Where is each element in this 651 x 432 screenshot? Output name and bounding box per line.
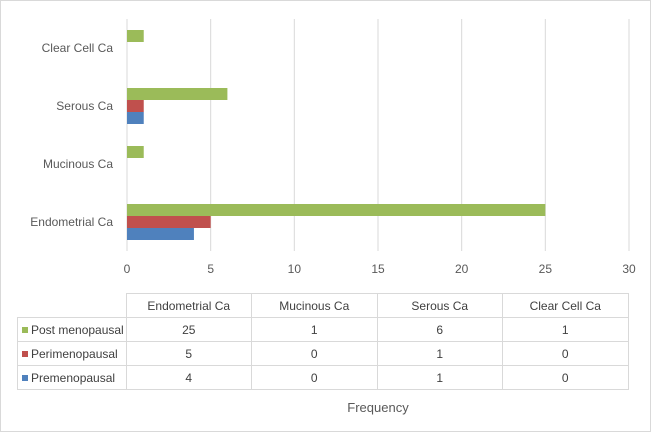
table-row: Post menopausal 25 1 6 1 xyxy=(17,317,629,342)
bar xyxy=(127,112,144,124)
table-corner xyxy=(17,293,127,318)
table-cell: 0 xyxy=(251,341,378,366)
y-category-label: Mucinous Ca xyxy=(43,157,113,171)
table-cell: 5 xyxy=(125,341,252,366)
table-cell: 6 xyxy=(376,317,503,342)
legend-key xyxy=(22,326,28,333)
x-tick-label: 10 xyxy=(288,262,302,276)
y-category-label: Serous Ca xyxy=(56,99,113,113)
x-tick-label: 5 xyxy=(207,262,214,276)
table-column-header: Clear Cell Ca xyxy=(502,293,629,318)
bar xyxy=(127,204,546,216)
legend-entry: Perimenopausal xyxy=(17,341,127,366)
table-row: Premenopausal 4 0 1 0 xyxy=(17,365,629,390)
y-category-label: Clear Cell Ca xyxy=(42,41,114,55)
chart-plot: 0 5 10 15 20 25 30 Endometrial Ca Mucinous Ca Ser… xyxy=(30,19,636,276)
legend-key xyxy=(22,374,28,381)
x-tick-label: 30 xyxy=(622,262,636,276)
table-column-header: Serous Ca xyxy=(376,293,503,318)
table-cell: 0 xyxy=(251,365,378,390)
table-cell: 1 xyxy=(376,341,503,366)
legend-label: Premenopausal xyxy=(31,370,116,385)
x-axis-title: Frequency xyxy=(347,400,409,415)
bar xyxy=(127,216,211,228)
bar xyxy=(127,100,144,112)
table-column-header: Endometrial Ca xyxy=(125,293,252,318)
table-row: Perimenopausal 5 0 1 0 xyxy=(17,341,629,366)
legend-key xyxy=(22,350,28,357)
bar xyxy=(127,228,194,240)
legend-entry: Premenopausal xyxy=(17,365,127,390)
x-tick-label: 15 xyxy=(371,262,385,276)
y-category-label: Endometrial Ca xyxy=(30,215,113,229)
x-tick-label: 25 xyxy=(539,262,553,276)
table-cell: 0 xyxy=(502,341,629,366)
bar xyxy=(127,30,144,42)
table-cell: 25 xyxy=(125,317,252,342)
table-cell: 4 xyxy=(125,365,252,390)
table-cell: 1 xyxy=(502,317,629,342)
data-table: Endometrial Ca Mucinous Ca Serous Ca Clear … xyxy=(17,293,629,390)
legend-label: Perimenopausal xyxy=(31,346,118,361)
table-cell: 1 xyxy=(376,365,503,390)
table-cell: 1 xyxy=(251,317,378,342)
table-cell: 0 xyxy=(502,365,629,390)
legend-label: Post menopausal xyxy=(31,322,124,337)
table-column-header: Mucinous Ca xyxy=(251,293,378,318)
legend-entry: Post menopausal xyxy=(17,317,127,342)
x-tick-label: 0 xyxy=(124,262,131,276)
x-tick-label: 20 xyxy=(455,262,469,276)
bar xyxy=(127,88,228,100)
bar xyxy=(127,146,144,158)
